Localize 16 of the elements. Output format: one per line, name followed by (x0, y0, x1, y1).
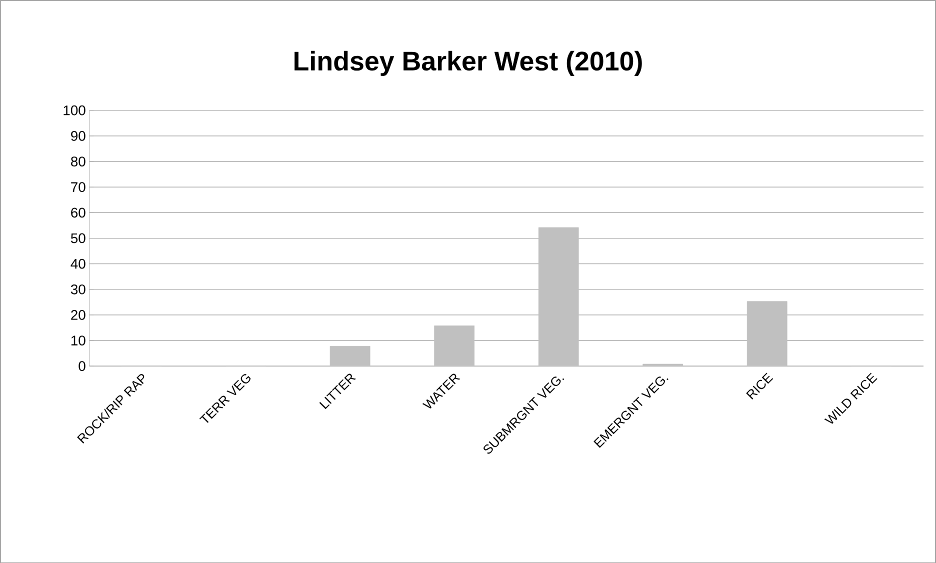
y-tick-label: 100 (64, 105, 86, 116)
y-tick-label: 80 (71, 156, 86, 166)
y-tick-label: 70 (71, 182, 86, 192)
chart-title: Lindsey Barker West (2010) (294, 50, 642, 76)
y-tick-label: 20 (71, 310, 86, 320)
y-tick-label: 90 (71, 130, 86, 141)
bar (434, 325, 475, 366)
bar (330, 346, 370, 366)
y-tick-label: 0 (78, 360, 86, 371)
bar (538, 227, 579, 366)
y-tick-label: 10 (71, 335, 86, 346)
y-tick-label: 60 (71, 208, 86, 218)
y-tick-label: 50 (70, 233, 86, 243)
bar (746, 301, 788, 366)
y-tick-label: 30 (70, 284, 86, 294)
y-tick-label: 40 (70, 258, 86, 269)
